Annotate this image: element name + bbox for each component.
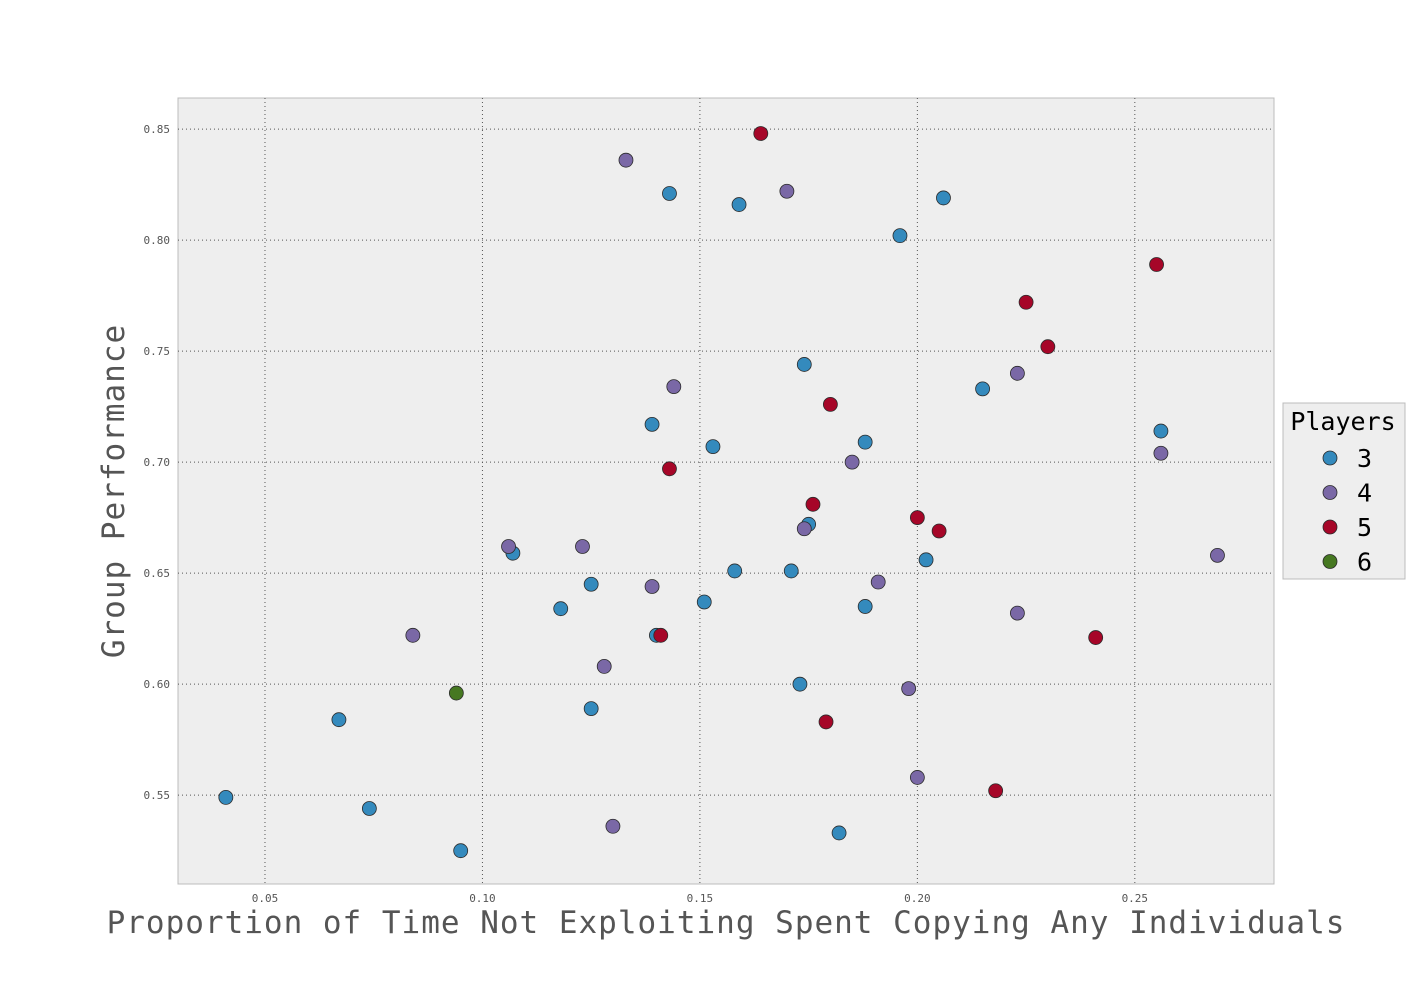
data-point-players-4 bbox=[909, 770, 925, 785]
y-tick-label: 0.80 bbox=[144, 234, 171, 247]
data-point-players-5 bbox=[653, 627, 669, 643]
data-point-players-3 bbox=[727, 563, 743, 579]
data-point-players-3 bbox=[975, 381, 991, 397]
x-tick-label: 0.10 bbox=[469, 892, 496, 905]
data-point-players-5 bbox=[1149, 257, 1164, 272]
data-point-players-3 bbox=[857, 599, 873, 614]
legend-label-3: 3 bbox=[1357, 444, 1372, 473]
y-tick-label: 0.70 bbox=[144, 456, 171, 469]
y-tick-label: 0.75 bbox=[144, 345, 171, 358]
y-tick-labels: 0.55 0.60 0.65 0.70 0.75 0.80 0.85 bbox=[144, 123, 171, 802]
data-point-players-3 bbox=[696, 594, 712, 610]
x-tick-label: 0.25 bbox=[1122, 892, 1149, 905]
data-point-players-3 bbox=[644, 416, 660, 432]
data-point-players-4 bbox=[575, 539, 590, 554]
plot-area bbox=[177, 97, 1275, 885]
data-point-players-3 bbox=[918, 552, 934, 568]
x-tick-label: 0.05 bbox=[252, 892, 279, 905]
data-point-players-4 bbox=[1153, 445, 1169, 461]
data-point-players-3 bbox=[361, 801, 377, 816]
data-point-players-5 bbox=[931, 523, 947, 539]
y-tick-label: 0.60 bbox=[144, 678, 171, 691]
data-point-players-3 bbox=[583, 576, 599, 592]
legend-label-6: 6 bbox=[1357, 548, 1372, 577]
data-point-players-5 bbox=[1018, 294, 1034, 310]
data-point-players-4 bbox=[501, 539, 516, 554]
data-point-players-3 bbox=[857, 434, 873, 450]
legend-title: Players bbox=[1290, 407, 1395, 436]
x-tick-label: 0.15 bbox=[687, 892, 714, 905]
data-point-players-4 bbox=[796, 521, 812, 537]
x-tick-labels: 0.05 0.10 0.15 0.20 0.25 bbox=[252, 892, 1148, 905]
data-point-players-3 bbox=[453, 843, 469, 859]
data-point-players-3 bbox=[553, 601, 569, 617]
data-point-players-3 bbox=[796, 357, 812, 372]
data-point-players-3 bbox=[662, 186, 677, 201]
data-point-players-4 bbox=[666, 379, 682, 395]
data-point-players-5 bbox=[1088, 630, 1104, 645]
data-point-players-3 bbox=[831, 825, 847, 841]
x-axis-label: Proportion of Time Not Exploiting Spent … bbox=[107, 905, 1346, 941]
data-point-players-4 bbox=[1009, 365, 1025, 381]
data-point-players-3 bbox=[331, 712, 347, 728]
data-point-players-3 bbox=[218, 790, 234, 805]
legend-box bbox=[1282, 402, 1406, 580]
data-point-players-3 bbox=[936, 190, 951, 206]
data-point-players-4 bbox=[605, 818, 621, 834]
data-point-players-4 bbox=[1210, 547, 1225, 563]
legend-marker-3 bbox=[1322, 450, 1338, 466]
data-point-players-4 bbox=[870, 574, 886, 590]
data-point-players-3 bbox=[892, 228, 908, 244]
data-point-players-4 bbox=[779, 183, 795, 199]
legend-label-5: 5 bbox=[1357, 513, 1372, 542]
data-point-players-3 bbox=[583, 701, 599, 716]
x-tick-label: 0.20 bbox=[904, 892, 931, 905]
legend-marker-6 bbox=[1322, 554, 1338, 569]
legend: Players 3 4 5 6 bbox=[1282, 402, 1406, 580]
data-point-players-3 bbox=[792, 676, 808, 692]
data-point-players-3 bbox=[783, 563, 799, 579]
data-point-players-4 bbox=[644, 579, 660, 594]
data-point-players-4 bbox=[1009, 605, 1025, 621]
data-point-players-5 bbox=[818, 714, 834, 730]
grid bbox=[178, 98, 1274, 884]
data-point-players-3 bbox=[705, 439, 721, 454]
data-point-players-6 bbox=[448, 685, 464, 701]
data-point-players-5 bbox=[662, 461, 677, 477]
data-point-players-4 bbox=[596, 659, 612, 674]
y-tick-label: 0.65 bbox=[144, 567, 171, 580]
data-points bbox=[218, 126, 1225, 859]
data-point-players-5 bbox=[988, 783, 1004, 799]
data-point-players-5 bbox=[1040, 339, 1056, 355]
data-point-players-4 bbox=[405, 627, 421, 643]
y-tick-label: 0.85 bbox=[144, 123, 171, 136]
legend-marker-4 bbox=[1322, 485, 1338, 500]
data-point-players-4 bbox=[901, 681, 917, 697]
data-point-players-5 bbox=[822, 397, 838, 412]
data-point-players-4 bbox=[844, 454, 860, 470]
data-point-players-5 bbox=[805, 496, 821, 512]
legend-label-4: 4 bbox=[1357, 479, 1372, 508]
data-point-players-5 bbox=[909, 510, 925, 526]
y-tick-label: 0.55 bbox=[144, 789, 171, 802]
data-point-players-4 bbox=[618, 152, 634, 168]
data-point-players-5 bbox=[753, 126, 769, 141]
legend-marker-5 bbox=[1322, 519, 1338, 535]
data-point-players-3 bbox=[731, 197, 747, 212]
legend-items: 3 4 5 6 bbox=[1322, 444, 1372, 577]
data-point-players-3 bbox=[1153, 423, 1169, 439]
y-axis-label: Group Performance bbox=[96, 324, 132, 658]
